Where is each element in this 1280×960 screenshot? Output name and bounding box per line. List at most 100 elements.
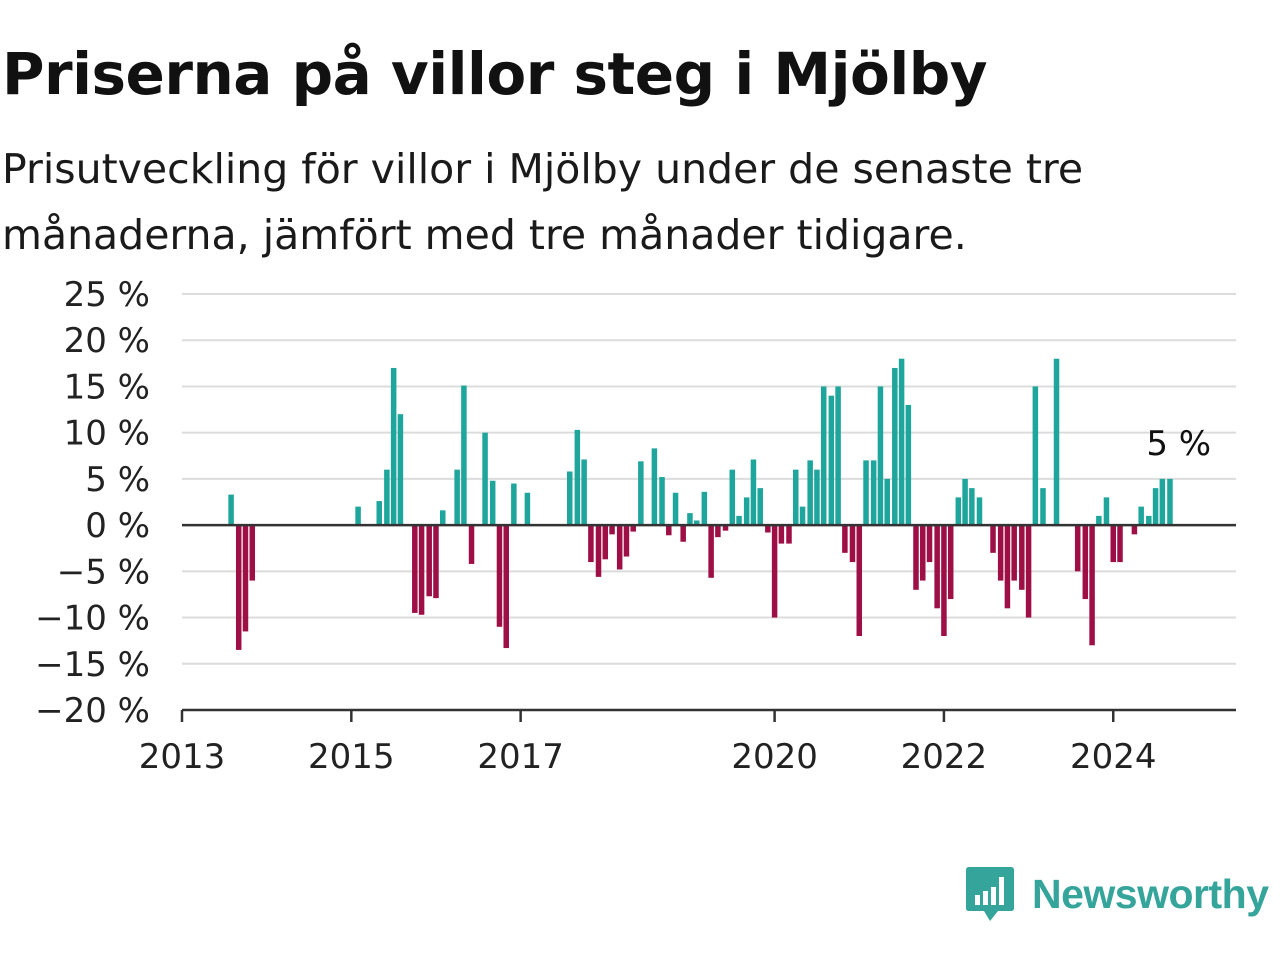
bar: [835, 386, 841, 526]
bar: [574, 429, 581, 526]
bar: [482, 432, 488, 526]
bar: [863, 460, 869, 526]
bar: [856, 525, 863, 637]
bar: [1138, 506, 1144, 526]
y-tick-label: −10 %: [35, 599, 150, 639]
bar: [1074, 525, 1081, 572]
bar: [807, 460, 813, 526]
bar: [1117, 525, 1123, 563]
bar: [1110, 525, 1116, 563]
axes: [180, 523, 1236, 722]
bar: [757, 488, 763, 526]
y-tick-label: 0 %: [85, 506, 150, 546]
bar: [799, 506, 806, 526]
bar: [1152, 488, 1159, 526]
bar: [997, 525, 1004, 581]
bar: [242, 525, 249, 632]
bar: [1025, 525, 1032, 618]
bar: [461, 385, 467, 526]
bar: [786, 525, 792, 544]
bar: [433, 525, 439, 599]
x-tick-label: 2017: [477, 737, 564, 777]
bar: [842, 525, 848, 553]
y-tick-label: 15 %: [64, 367, 150, 407]
bar: [962, 478, 968, 526]
bar: [602, 525, 609, 560]
bar: [736, 515, 742, 526]
bar: [990, 525, 996, 553]
x-tick-label: 2020: [731, 737, 818, 777]
bar: [659, 477, 665, 526]
bar: [418, 525, 425, 615]
bar: [693, 520, 700, 526]
bar: [708, 525, 714, 578]
bar: [729, 469, 736, 526]
bar: [496, 525, 503, 627]
bar: [820, 386, 827, 526]
bar: [228, 494, 234, 526]
y-tick-label: −15 %: [35, 645, 150, 685]
bar: [969, 488, 975, 526]
bar: [390, 367, 397, 526]
bar: [412, 525, 418, 613]
bar: [905, 404, 912, 526]
bar: [1167, 478, 1173, 526]
bar: [947, 525, 954, 600]
bar: [651, 448, 658, 526]
bar: [1032, 386, 1039, 526]
x-tick-label: 2015: [308, 737, 395, 777]
bar: [630, 525, 636, 532]
bar: [793, 469, 799, 526]
bar: [355, 506, 361, 526]
bar: [814, 469, 820, 526]
bar: [828, 395, 835, 526]
bar: [884, 478, 890, 526]
y-tick-label: 5 %: [85, 460, 150, 500]
bar: [524, 492, 531, 526]
bar: [849, 525, 856, 563]
bar: [765, 525, 771, 533]
bar: [1089, 525, 1095, 646]
bar: [397, 414, 404, 526]
y-tick-label: 25 %: [64, 275, 150, 315]
bar: [376, 501, 382, 526]
bar: [468, 525, 475, 564]
page-title: Priserna på villor steg i Mjölby: [2, 40, 988, 108]
bar: [892, 367, 898, 526]
bar: [609, 525, 615, 535]
bar: [877, 386, 884, 526]
bar: [249, 525, 256, 581]
bar: [616, 525, 623, 570]
bar: [489, 480, 496, 526]
bar: [511, 483, 517, 526]
y-axis-labels: 25 % 20 % 15 % 10 % 5 % 0 % −5 % −10 % −15 % −20 …: [35, 275, 150, 731]
bar: [1146, 515, 1152, 526]
bar: [503, 525, 509, 649]
x-tick-label: 2024: [1070, 737, 1157, 777]
bar: [666, 525, 672, 536]
bar: [870, 460, 877, 526]
bar: [1159, 478, 1166, 526]
bar: [771, 525, 778, 618]
bar: [941, 525, 947, 637]
bar: [1011, 525, 1017, 581]
bar: [588, 525, 594, 563]
y-tick-label: 20 %: [64, 321, 150, 361]
bar: [680, 525, 686, 542]
latest-value-label: 5 %: [1146, 424, 1211, 464]
bar: [672, 492, 679, 526]
grid-lines: [182, 293, 1236, 665]
x-tick-label: 2013: [139, 737, 226, 777]
bar: [566, 471, 573, 526]
bar: [743, 497, 750, 526]
bar: [701, 491, 708, 526]
y-tick-label: 10 %: [64, 414, 150, 454]
bar: [778, 525, 785, 544]
bar: [920, 525, 926, 581]
bar: [715, 525, 721, 538]
bar: [581, 459, 587, 526]
x-tick-label: 2022: [901, 737, 988, 777]
bar: [1040, 488, 1046, 526]
bar: [595, 525, 602, 577]
bar: [1096, 515, 1102, 526]
